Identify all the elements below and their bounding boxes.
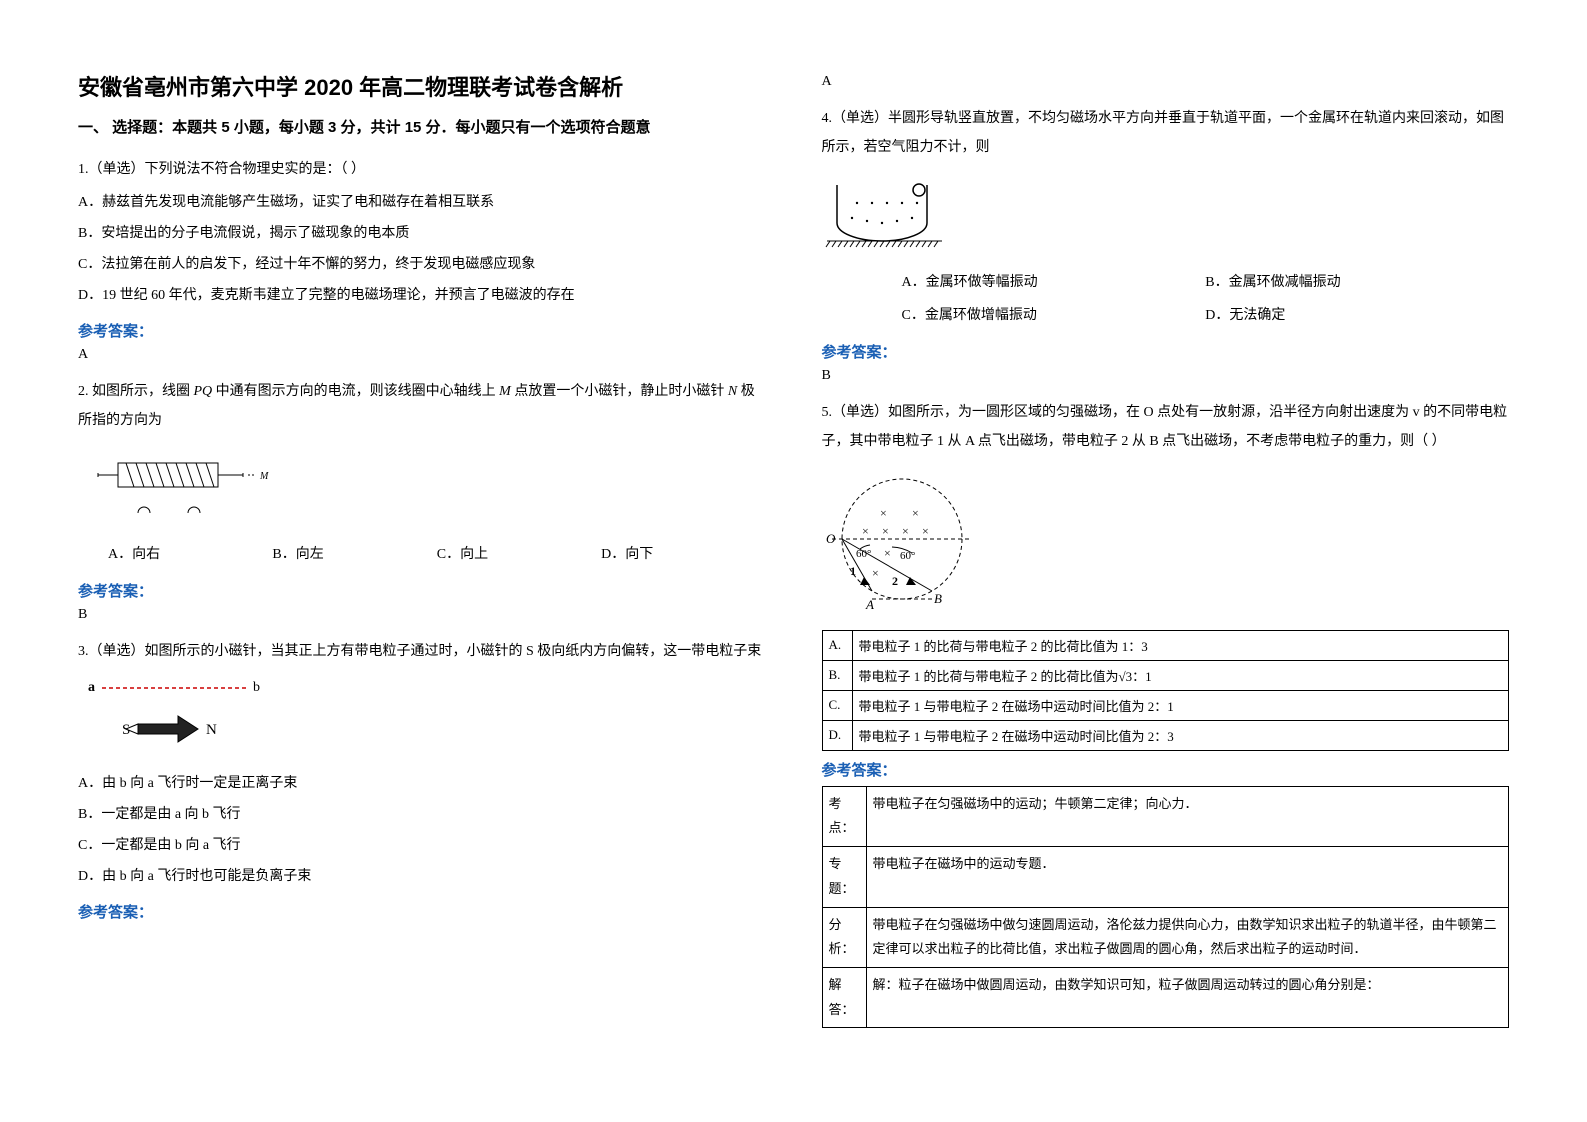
section-header: 一、 选择题：本题共 5 小题，每小题 3 分，共计 15 分．每小题只有一个选…	[78, 116, 766, 137]
q5-optA: 带电粒子 1 的比荷与带电粒子 2 的比荷比值为 1：3	[852, 630, 1509, 660]
q2-optC: C．向上	[437, 538, 601, 572]
q3-figure: a b S N	[78, 676, 766, 761]
svg-text:O: O	[826, 531, 836, 546]
q1-optC: C．法拉第在前人的启发下，经过十年不懈的努力，终于发现电磁感应现象	[78, 250, 766, 281]
svg-text:N: N	[206, 722, 217, 738]
left-column: 安徽省亳州市第六中学 2020 年高二物理联考试卷含解析 一、 选择题：本题共 …	[50, 70, 794, 1092]
q4-optA: A．金属环做等幅振动	[902, 266, 1206, 300]
svg-text:×: ×	[902, 524, 909, 538]
svg-text:×: ×	[880, 506, 887, 520]
q1-optB: B．安培提出的分子电流假说，揭示了磁现象的电本质	[78, 219, 766, 250]
svg-text:B: B	[934, 591, 942, 606]
q1-optA: A．赫兹首先发现电流能够产生磁场，证实了电和磁存在着相互联系	[78, 188, 766, 219]
zt-label: 专题：	[822, 847, 866, 907]
jd-text: 解：粒子在磁场中做圆周运动，由数学知识可知，粒子做圆周运动转过的圆心角分别是：	[866, 967, 1509, 1027]
q2-stem: 2. 如图所示，线圈 PQ 中通有图示方向的电流，则该线圈中心轴线上 M 点放置…	[78, 377, 766, 436]
q5-figure: ×× ×× ×× O 60° 60° × × 1 2 A B	[822, 467, 1510, 622]
q4-optB: B．金属环做减幅振动	[1205, 266, 1509, 300]
q2-options: A．向右 B．向左 C．向上 D．向下	[78, 538, 766, 572]
q5-stem: 5.（单选）如图所示，为一圆形区域的匀强磁场，在 O 点处有一放射源，沿半径方向…	[822, 398, 1510, 457]
q3-ans: A	[822, 74, 1510, 90]
q3-ans-label: 参考答案：	[78, 901, 766, 922]
q5-D-label: D.	[822, 720, 852, 750]
q4-options-row2: C．金属环做增幅振动 D．无法确定	[822, 299, 1510, 333]
q4-options-row1: A．金属环做等幅振动 B．金属环做减幅振动	[822, 266, 1510, 300]
q5-optD: 带电粒子 1 与带电粒子 2 在磁场中运动时间比值为 2：3	[852, 720, 1509, 750]
q2-ans: B	[78, 607, 766, 623]
q2-optD: D．向下	[601, 538, 765, 572]
svg-text:×: ×	[922, 524, 929, 538]
q3-optD: D．由 b 向 a 飞行时也可能是负离子束	[78, 862, 766, 893]
q3-optA: A．由 b 向 a 飞行时一定是正离子束	[78, 769, 766, 800]
q5-optB: 带电粒子 1 的比荷与带电粒子 2 的比荷比值为√3：1	[852, 660, 1509, 690]
svg-text:a: a	[88, 680, 95, 695]
q1-ans: A	[78, 347, 766, 363]
q3-stem: 3.（单选）如图所示的小磁针，当其正上方有带电粒子通过时，小磁针的 S 极向纸内…	[78, 637, 766, 666]
q1-stem: 1.（单选）下列说法不符合物理史实的是：（ ）	[78, 155, 766, 184]
q3-optC: C．一定都是由 b 向 a 飞行	[78, 831, 766, 862]
q5-ans-label: 参考答案：	[822, 759, 1510, 780]
kd-text: 带电粒子在匀强磁场中的运动；牛顿第二定律；向心力．	[866, 786, 1509, 846]
q2-ans-label: 参考答案：	[78, 580, 766, 601]
svg-text:1: 1	[850, 564, 856, 578]
q2-optB: B．向左	[272, 538, 436, 572]
q2-figure: M	[78, 445, 766, 530]
q4-ans-label: 参考答案：	[822, 341, 1510, 362]
jd-label: 解答：	[822, 967, 866, 1027]
svg-text:×: ×	[882, 524, 889, 538]
fx-text: 带电粒子在匀强磁场中做匀速圆周运动，洛伦兹力提供向心力，由数学知识求出粒子的轨道…	[866, 907, 1509, 967]
svg-text:×: ×	[862, 524, 869, 538]
q4-optC: C．金属环做增幅振动	[902, 299, 1206, 333]
q4-figure	[822, 173, 1510, 258]
kd-label: 考点：	[822, 786, 866, 846]
q1-ans-label: 参考答案：	[78, 320, 766, 341]
q5-C-label: C.	[822, 690, 852, 720]
q5-choice-table: A. 带电粒子 1 的比荷与带电粒子 2 的比荷比值为 1：3 B. 带电粒子 …	[822, 630, 1510, 751]
q4-optD: D．无法确定	[1205, 299, 1509, 333]
exam-title: 安徽省亳州市第六中学 2020 年高二物理联考试卷含解析	[78, 70, 766, 102]
svg-text:M: M	[259, 471, 269, 482]
svg-text:b: b	[253, 680, 260, 695]
svg-text:2: 2	[892, 574, 898, 588]
q4-stem: 4.（单选）半圆形导轨竖直放置，不均匀磁场水平方向并垂直于轨道平面，一个金属环在…	[822, 104, 1510, 163]
svg-text:×: ×	[872, 566, 879, 580]
zt-text: 带电粒子在磁场中的运动专题．	[866, 847, 1509, 907]
fx-label: 分析：	[822, 907, 866, 967]
q3-optB: B．一定都是由 a 向 b 飞行	[78, 800, 766, 831]
q4-ans: B	[822, 368, 1510, 384]
svg-text:60°: 60°	[900, 550, 915, 562]
svg-text:×: ×	[884, 546, 891, 560]
right-column: A 4.（单选）半圆形导轨竖直放置，不均匀磁场水平方向并垂直于轨道平面，一个金属…	[794, 70, 1538, 1092]
q5-B-label: B.	[822, 660, 852, 690]
q5-optC: 带电粒子 1 与带电粒子 2 在磁场中运动时间比值为 2：1	[852, 690, 1509, 720]
q5-A-label: A.	[822, 630, 852, 660]
svg-text:60°: 60°	[856, 548, 871, 560]
svg-text:×: ×	[912, 506, 919, 520]
q1-optD: D．19 世纪 60 年代，麦克斯韦建立了完整的电磁场理论，并预言了电磁波的存在	[78, 281, 766, 312]
q5-analysis-table: 考点： 带电粒子在匀强磁场中的运动；牛顿第二定律；向心力． 专题： 带电粒子在磁…	[822, 786, 1510, 1029]
q2-optA: A．向右	[108, 538, 272, 572]
